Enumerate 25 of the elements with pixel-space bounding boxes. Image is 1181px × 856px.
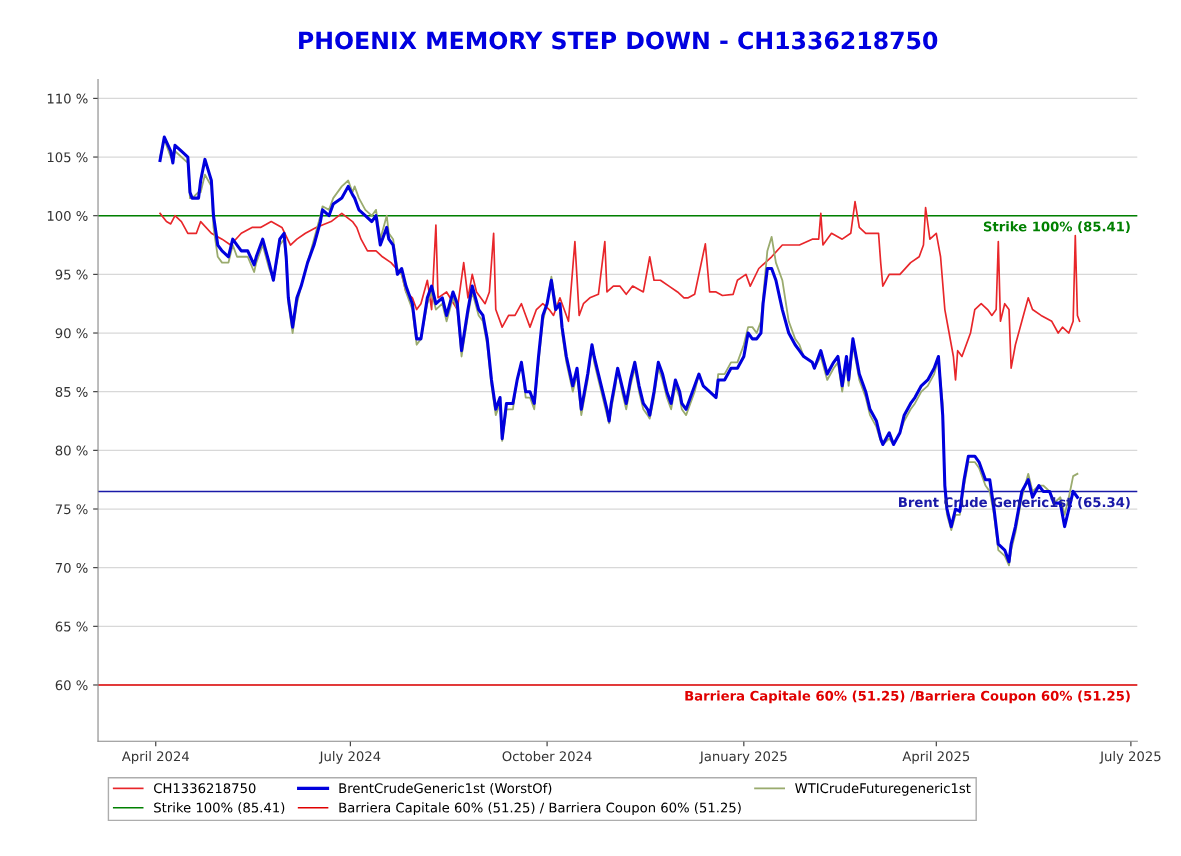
y-tick-label: 65 % [55, 621, 88, 632]
y-tick-label: 110 % [47, 93, 88, 104]
x-tick-label: July 2025 [1099, 751, 1161, 764]
x-tick-label: July 2024 [318, 751, 381, 764]
x-tick-label: April 2024 [121, 751, 189, 764]
legend-label: Barriera Capitale 60% (51.25) / Barriera Coupon 60% (51.25) [339, 802, 741, 816]
x-tick-label: January 2025 [699, 751, 787, 764]
y-tick-label: 80 % [55, 445, 88, 456]
legend-label: CH1336218750 [154, 783, 256, 794]
legend-label: BrentCrudeGeneric1st (WorstOf) [339, 782, 552, 795]
y-tick-label: 105 % [47, 152, 88, 163]
annotation: Barriera Capitale 60% (51.25) /Barriera Coupon 60% (51.25) [685, 690, 1130, 704]
y-tick-label: 60 % [55, 680, 88, 691]
y-tick-label: 85 % [55, 386, 88, 397]
y-tick-label: 95 % [55, 269, 88, 280]
y-tick-label: 90 % [55, 328, 88, 339]
y-tick-label: 100 % [47, 210, 88, 221]
chart-title: PHOENIX MEMORY STEP DOWN - CH1336218750 [299, 31, 938, 50]
legend-label: Strike 100% (85.41) [154, 802, 285, 815]
x-tick-label: April 2025 [902, 751, 970, 764]
y-tick-label: 75 % [55, 504, 88, 515]
legend-label: WTICrudeFuturegeneric1st [795, 782, 971, 796]
x-tick-label: October 2024 [502, 751, 592, 762]
y-tick-label: 70 % [55, 562, 88, 573]
annotation: Strike 100% (85.41) [983, 221, 1130, 234]
